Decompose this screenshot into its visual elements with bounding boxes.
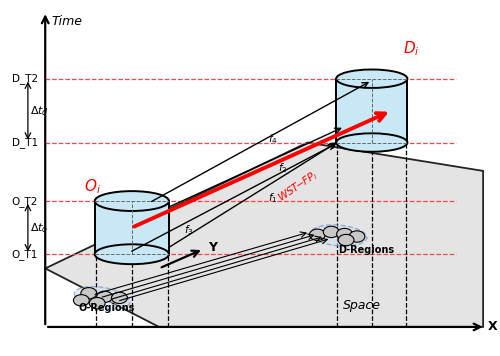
- Circle shape: [324, 226, 339, 237]
- Text: $WST\!\!-\!\!FP_i$: $WST\!\!-\!\!FP_i$: [275, 168, 320, 205]
- Text: $f_1$: $f_1$: [268, 191, 278, 205]
- Text: D-Regions: D-Regions: [338, 245, 394, 255]
- Circle shape: [74, 295, 90, 306]
- Circle shape: [81, 288, 96, 299]
- Text: O_T2: O_T2: [12, 195, 38, 206]
- Circle shape: [349, 231, 365, 242]
- Text: Space: Space: [343, 299, 381, 312]
- Text: $f_4$: $f_4$: [268, 132, 278, 146]
- Ellipse shape: [336, 133, 407, 152]
- Ellipse shape: [336, 69, 407, 88]
- Circle shape: [310, 229, 326, 240]
- Ellipse shape: [310, 225, 367, 246]
- Text: $O_i$: $O_i$: [84, 178, 100, 196]
- Text: Time: Time: [51, 15, 82, 28]
- Circle shape: [90, 298, 105, 309]
- Text: Y: Y: [208, 241, 218, 253]
- Circle shape: [96, 291, 112, 303]
- Ellipse shape: [94, 191, 169, 211]
- Text: O_T1: O_T1: [12, 249, 38, 260]
- Text: $\Delta t_o$: $\Delta t_o$: [30, 221, 48, 235]
- Polygon shape: [336, 79, 407, 142]
- Polygon shape: [45, 142, 483, 327]
- Text: D_T1: D_T1: [12, 137, 38, 148]
- Text: $f_3$: $f_3$: [184, 223, 194, 237]
- Text: $f_2$: $f_2$: [278, 161, 287, 175]
- Ellipse shape: [94, 244, 169, 264]
- Text: $\Delta t_d$: $\Delta t_d$: [30, 104, 50, 117]
- Text: O-Regions: O-Regions: [79, 303, 136, 313]
- Text: $D_i$: $D_i$: [403, 39, 419, 58]
- Ellipse shape: [74, 287, 130, 309]
- Circle shape: [336, 228, 352, 240]
- Circle shape: [338, 234, 354, 246]
- Text: X: X: [488, 320, 498, 334]
- Polygon shape: [94, 201, 169, 254]
- Circle shape: [112, 292, 128, 304]
- Text: D_T2: D_T2: [12, 73, 38, 84]
